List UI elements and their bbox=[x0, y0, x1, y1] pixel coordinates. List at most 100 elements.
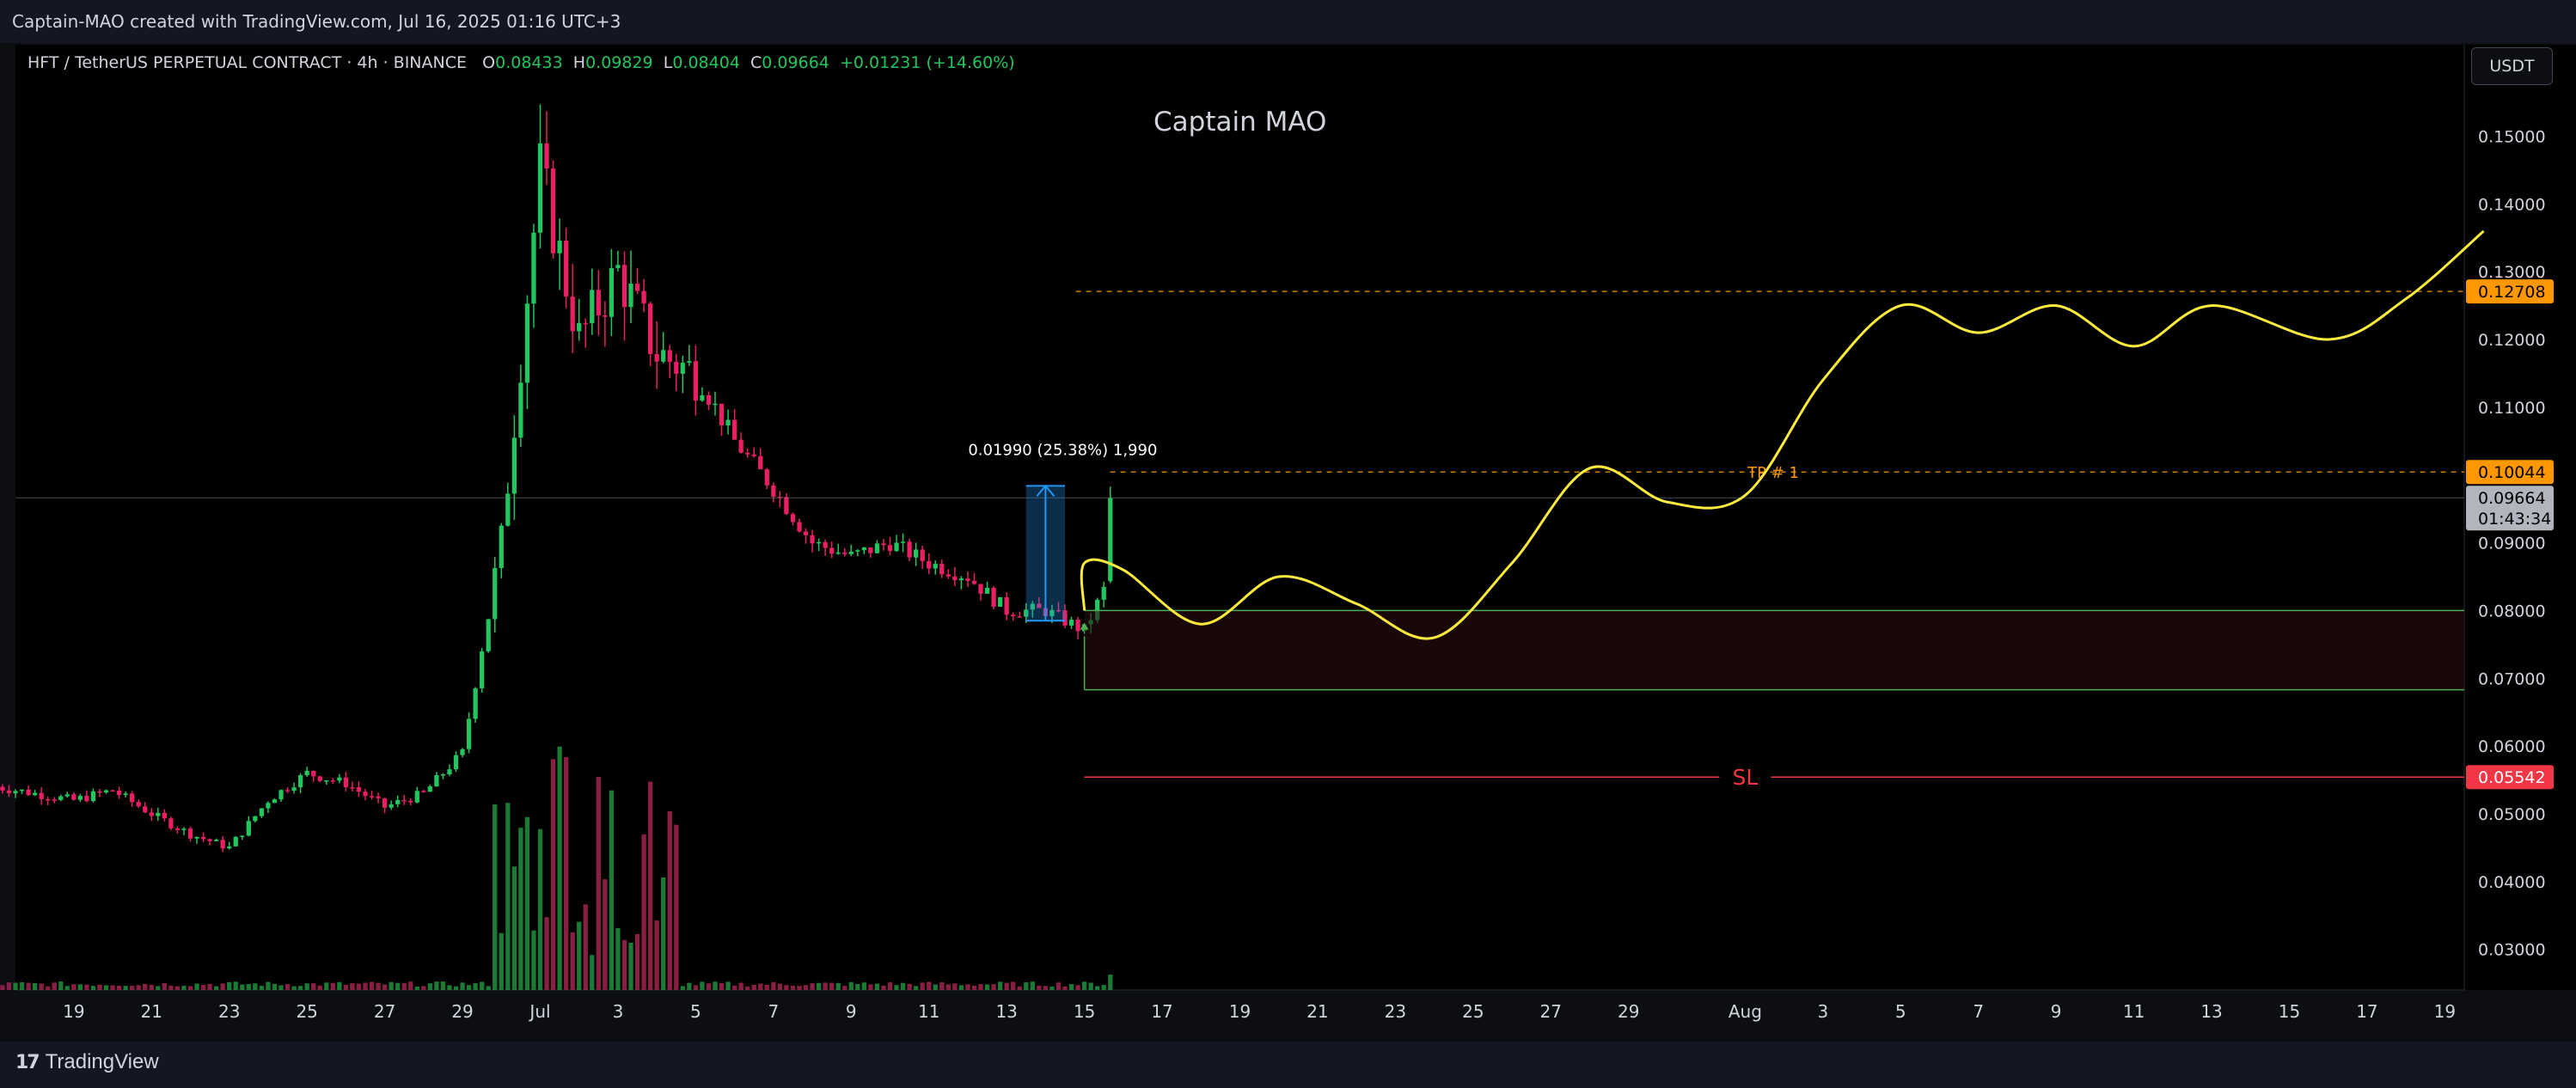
volume-bar bbox=[945, 984, 951, 990]
candle-body bbox=[641, 290, 646, 304]
volume-bar bbox=[46, 986, 51, 990]
volume-bar bbox=[531, 930, 536, 990]
candle-body bbox=[958, 578, 964, 581]
volume-bar bbox=[700, 981, 705, 990]
volume-bar bbox=[829, 982, 835, 990]
volume-bar bbox=[39, 983, 44, 990]
candle-body bbox=[266, 803, 271, 809]
change-value: +0.01231 (+14.60%) bbox=[839, 53, 1015, 72]
volume-bar bbox=[687, 982, 692, 990]
candle-body bbox=[110, 790, 115, 792]
candle-body bbox=[200, 836, 206, 840]
tp1-label: TP # 1 bbox=[1747, 464, 1799, 482]
volume-bar bbox=[317, 985, 322, 990]
candle-body bbox=[350, 787, 355, 789]
volume-bar bbox=[90, 986, 96, 990]
candle-body bbox=[1024, 609, 1029, 617]
currency-button[interactable]: USDT bbox=[2471, 47, 2553, 85]
volume-bar bbox=[311, 983, 316, 990]
time-tick-label: 3 bbox=[1817, 1001, 1828, 1022]
candle-body bbox=[194, 836, 199, 839]
candle-body bbox=[13, 791, 18, 794]
volume-bar bbox=[771, 981, 776, 990]
volume-bar bbox=[350, 983, 355, 990]
symbol-name[interactable]: HFT / TetherUS PERPETUAL CONTRACT · 4h ·… bbox=[28, 53, 468, 72]
tradingview-logo[interactable]: 17 TradingView bbox=[15, 1050, 159, 1074]
candle-body bbox=[738, 439, 743, 453]
volume-bar bbox=[797, 986, 802, 990]
volume-bar bbox=[52, 982, 57, 990]
candle-body bbox=[291, 787, 297, 792]
volume-bar bbox=[240, 984, 245, 990]
candle-body bbox=[997, 596, 1003, 607]
candle-body bbox=[803, 531, 809, 535]
price-tick-label: 0.08000 bbox=[2478, 602, 2546, 620]
volume-bar bbox=[427, 983, 433, 990]
candle-body bbox=[680, 363, 685, 374]
high-label: H bbox=[572, 53, 586, 72]
candle-body bbox=[1011, 614, 1016, 617]
candle-body bbox=[434, 774, 439, 787]
candle-body bbox=[421, 791, 426, 792]
volume-bar bbox=[971, 985, 977, 990]
volume-bar bbox=[667, 811, 672, 990]
candle-body bbox=[881, 543, 886, 546]
open-label: O bbox=[482, 53, 496, 72]
top-caption-bar: Captain-MAO created with TradingView.com… bbox=[0, 0, 2576, 43]
tradingview-brand: TradingView bbox=[45, 1050, 159, 1073]
candle-body bbox=[447, 769, 452, 775]
volume-bar bbox=[440, 981, 446, 990]
volume-bar bbox=[984, 984, 990, 990]
volume-bar bbox=[680, 986, 685, 990]
volume-bar bbox=[434, 981, 439, 990]
time-tick-label: 29 bbox=[1618, 1001, 1639, 1022]
volume-bar bbox=[363, 982, 368, 990]
volume-bar bbox=[751, 984, 756, 990]
volume-bar bbox=[401, 982, 407, 990]
candle-body bbox=[557, 241, 562, 254]
low-value: 0.08404 bbox=[672, 53, 740, 72]
time-tick-label: 23 bbox=[218, 1001, 240, 1022]
candle-body bbox=[1037, 603, 1042, 608]
volume-bar bbox=[227, 981, 232, 990]
volume-bar bbox=[266, 981, 271, 990]
volume-bar bbox=[725, 981, 731, 990]
candle-body bbox=[156, 812, 161, 816]
volume-bar bbox=[116, 986, 122, 990]
candle-body bbox=[52, 799, 57, 801]
candle-body bbox=[518, 382, 523, 438]
time-tick-label: 27 bbox=[1540, 1001, 1562, 1022]
volume-bar bbox=[187, 986, 193, 990]
candle-body bbox=[590, 290, 595, 324]
candle-body bbox=[667, 350, 672, 363]
candle-body bbox=[887, 545, 893, 552]
candle-body bbox=[810, 535, 815, 544]
volume-bar bbox=[414, 986, 419, 990]
volume-bar bbox=[570, 932, 575, 990]
candle-body bbox=[414, 791, 419, 803]
candle-body bbox=[84, 796, 89, 802]
candle-body bbox=[39, 792, 44, 799]
candle-body bbox=[97, 791, 102, 793]
candle-body bbox=[473, 688, 478, 719]
candle-body bbox=[842, 552, 847, 554]
candle-body bbox=[965, 578, 970, 581]
candle-body bbox=[524, 303, 530, 383]
candle-body bbox=[661, 350, 666, 362]
close-label: C bbox=[750, 53, 762, 72]
volume-bar bbox=[615, 927, 621, 990]
candle-body bbox=[596, 290, 601, 315]
volume-bar bbox=[174, 986, 181, 990]
volume-bar bbox=[1075, 985, 1080, 990]
volume-bar bbox=[842, 986, 847, 990]
volume-bar bbox=[920, 982, 925, 990]
volume-bar bbox=[77, 984, 83, 990]
time-tick-label: 21 bbox=[141, 1001, 162, 1022]
candle-body bbox=[1068, 620, 1074, 626]
volume-bar bbox=[278, 985, 284, 990]
candle-body bbox=[1004, 596, 1009, 615]
candle-body bbox=[861, 547, 866, 551]
volume-bar bbox=[1055, 982, 1062, 990]
price-tick-label: 0.03000 bbox=[2478, 941, 2546, 960]
